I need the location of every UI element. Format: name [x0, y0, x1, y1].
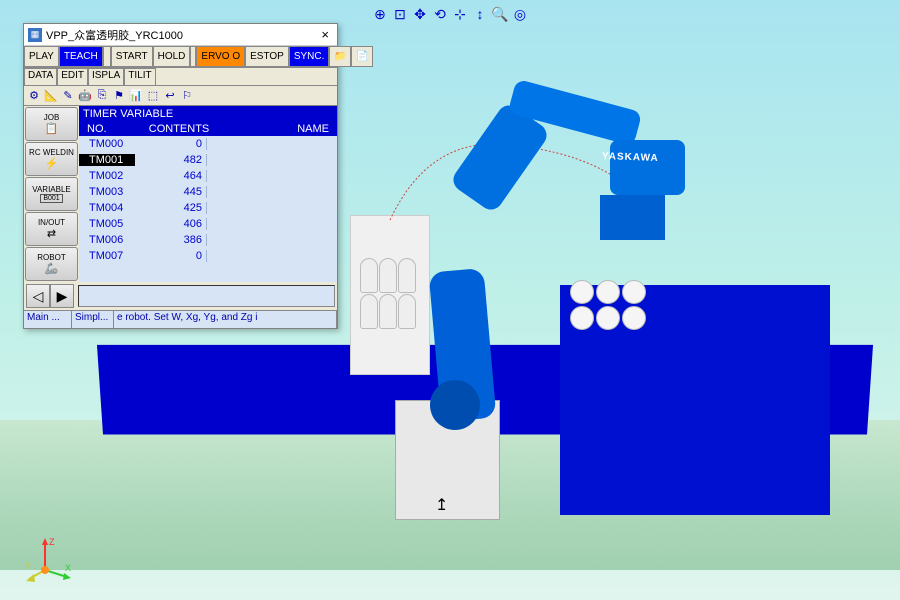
- status-message: e robot. Set W, Xg, Yg, and Zg i: [114, 311, 337, 328]
- nav-prev-button[interactable]: ◁: [26, 284, 50, 308]
- table-row[interactable]: TM002464: [79, 168, 337, 184]
- view-tool-5[interactable]: ↕: [471, 5, 489, 23]
- svg-text:Y: Y: [25, 561, 31, 571]
- robot-base-joint: [430, 380, 480, 430]
- hold-button[interactable]: HOLD: [153, 46, 191, 67]
- robot-brand-label: YASKAWA: [602, 151, 659, 164]
- tab-edit[interactable]: EDIT: [57, 68, 88, 85]
- tool-icon-2[interactable]: 📐: [43, 88, 59, 104]
- side-menu: JOB📋 RC WELDIN⚡ VARIABLEB001 IN/OUT⇄ ROB…: [24, 106, 79, 282]
- table-row[interactable]: TM001482: [79, 152, 337, 168]
- tab-utility[interactable]: TILIT: [124, 68, 155, 85]
- panel-title: VPP_众富透明胶_YRC1000: [46, 27, 183, 43]
- tool-icon-1[interactable]: ⚙: [26, 88, 42, 104]
- mode-toolbar: PLAY TEACH START HOLD ERVO O ESTOP SYNC.…: [24, 46, 337, 68]
- side-inout-button[interactable]: IN/OUT⇄: [25, 212, 78, 246]
- tool-icon-8[interactable]: ⬚: [145, 88, 161, 104]
- side-variable-button[interactable]: VARIABLEB001: [25, 177, 78, 211]
- view-tool-6[interactable]: 🔍: [491, 5, 509, 23]
- tab-display[interactable]: ISPLA: [88, 68, 124, 85]
- menu-tabs: DATA EDIT ISPLA TILIT: [24, 68, 337, 86]
- play-button[interactable]: PLAY: [24, 46, 59, 67]
- view-tool-1[interactable]: ⊡: [391, 5, 409, 23]
- variable-content: TIMER VARIABLE NO. CONTENTS NAME TM0000T…: [79, 106, 337, 282]
- teach-button[interactable]: TEACH: [59, 46, 103, 67]
- origin-marker-icon: ↥: [435, 495, 448, 515]
- status-simple: Simpl...: [72, 311, 114, 328]
- command-input[interactable]: [78, 285, 335, 307]
- tool-icon-3[interactable]: ✎: [60, 88, 76, 104]
- tab-data[interactable]: DATA: [24, 68, 57, 85]
- view-tool-0[interactable]: ⊕: [371, 5, 389, 23]
- tool-icon-10[interactable]: ⚐: [179, 88, 195, 104]
- table-row[interactable]: TM005406: [79, 216, 337, 232]
- cylinder-stack-2: [570, 280, 660, 330]
- view-tool-7[interactable]: ◎: [511, 5, 529, 23]
- view-tool-3[interactable]: ⟲: [431, 5, 449, 23]
- nav-row: ◁ ▶: [24, 282, 337, 310]
- doc-icon[interactable]: 📄: [351, 46, 373, 67]
- table-row[interactable]: TM004425: [79, 200, 337, 216]
- tool-icon-9[interactable]: ↩: [162, 88, 178, 104]
- robot-end-effector: [600, 195, 665, 240]
- table-row[interactable]: TM006386: [79, 232, 337, 248]
- tool-icon-7[interactable]: 📊: [128, 88, 144, 104]
- robot-wrist: [610, 140, 685, 195]
- teach-pendant-panel: ▦ VPP_众富透明胶_YRC1000 × PLAY TEACH START H…: [23, 23, 338, 329]
- svg-text:Z: Z: [49, 537, 55, 547]
- side-arcweld-button[interactable]: RC WELDIN⚡: [25, 142, 78, 176]
- tool-icon-5[interactable]: ⎘: [94, 88, 110, 104]
- tool-icon-4[interactable]: 🤖: [77, 88, 93, 104]
- table-row[interactable]: TM0070: [79, 248, 337, 264]
- table-header: NO. CONTENTS NAME: [79, 122, 337, 136]
- app-icon: ▦: [28, 28, 42, 42]
- start-button[interactable]: START: [111, 46, 153, 67]
- view-toolbar: ⊕ ⊡ ✥ ⟲ ⊹ ↕ 🔍 ◎: [371, 5, 529, 23]
- status-bar: Main ... Simpl... e robot. Set W, Xg, Yg…: [24, 310, 337, 328]
- panel-titlebar[interactable]: ▦ VPP_众富透明胶_YRC1000 ×: [24, 24, 337, 46]
- estop-button[interactable]: ESTOP: [245, 46, 289, 67]
- icon-toolbar: ⚙ 📐 ✎ 🤖 ⎘ ⚑ 📊 ⬚ ↩ ⚐: [24, 86, 337, 106]
- side-robot-button[interactable]: ROBOT🦾: [25, 247, 78, 281]
- content-title: TIMER VARIABLE: [79, 106, 337, 122]
- tool-icon-6[interactable]: ⚑: [111, 88, 127, 104]
- table-row[interactable]: TM0000: [79, 136, 337, 152]
- side-job-button[interactable]: JOB📋: [25, 107, 78, 141]
- servo-button[interactable]: ERVO O: [196, 46, 245, 67]
- table-row[interactable]: TM003445: [79, 184, 337, 200]
- nav-next-button[interactable]: ▶: [50, 284, 74, 308]
- status-main: Main ...: [24, 311, 72, 328]
- folder-icon[interactable]: 📁: [329, 46, 351, 67]
- view-tool-4[interactable]: ⊹: [451, 5, 469, 23]
- table-body: TM0000TM001482TM002464TM003445TM004425TM…: [79, 136, 337, 264]
- svg-text:X: X: [65, 563, 71, 573]
- cylinder-stack-1: [360, 258, 420, 329]
- axis-gizmo: Z X Y: [25, 535, 75, 585]
- view-tool-2[interactable]: ✥: [411, 5, 429, 23]
- close-button[interactable]: ×: [317, 27, 333, 42]
- sync-button[interactable]: SYNC.: [289, 46, 330, 67]
